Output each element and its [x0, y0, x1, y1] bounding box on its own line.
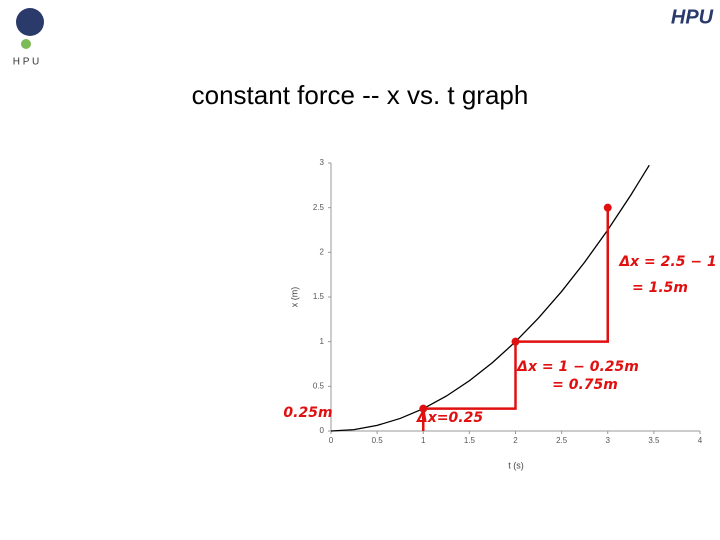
logo-ball: [21, 39, 31, 49]
left-logo: H P U: [13, 8, 44, 68]
x-tick-label: 3.5: [648, 436, 660, 445]
handwritten-note: = 0.75m: [552, 377, 618, 393]
y-tick-label: 2: [320, 247, 325, 256]
y-tick-label: 0.5: [313, 381, 325, 390]
x-tick-label: 2: [513, 436, 518, 445]
step-drawing: [422, 207, 609, 431]
x-tick-label: 1.5: [464, 436, 476, 445]
handwritten-note: 0.25m: [283, 405, 332, 421]
handwritten-note: = 1.5m: [632, 280, 688, 296]
x-tick-label: 4: [698, 436, 703, 445]
x-tick-label: 2.5: [556, 436, 568, 445]
x-axis-label: t (s): [508, 460, 524, 470]
x-tick-label: 0.5: [372, 436, 384, 445]
point: [419, 404, 428, 413]
point: [511, 337, 520, 346]
y-tick-label: 1.5: [313, 292, 325, 301]
y-tick-label: 2.5: [313, 203, 325, 212]
point: [603, 203, 612, 212]
x-tick-label: 1: [421, 436, 426, 445]
y-tick-label: 3: [320, 158, 325, 167]
x-tick-label: 0: [329, 436, 334, 445]
logo-right: HPU: [671, 6, 714, 28]
curve-line: [330, 164, 650, 432]
x-tick-label: 3: [606, 436, 611, 445]
handwritten-note: Δx=0.25: [416, 410, 483, 426]
logo-text: H P U: [13, 57, 40, 68]
y-tick-label: 0: [320, 426, 325, 435]
handwritten-note: Δx = 2.5 − 1: [618, 254, 716, 270]
slide-title: constant force -- x vs. t graph: [192, 80, 529, 110]
y-axis-label: x (m): [289, 287, 299, 308]
y-tick-label: 1: [320, 337, 325, 346]
logo-mascot: [16, 8, 44, 36]
handwritten-note: Δx = 1 − 0.25m: [516, 359, 639, 375]
